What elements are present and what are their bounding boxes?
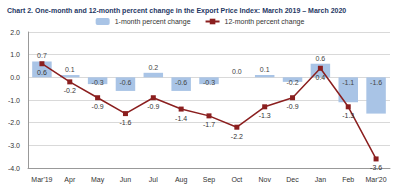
- svg-text:Chart 2. One-month and 12-mont: Chart 2. One-month and 12-month percent …: [7, 7, 346, 15]
- svg-text:May: May: [91, 176, 105, 184]
- svg-text:Jul: Jul: [149, 176, 158, 183]
- svg-text:-3.0: -3.0: [8, 142, 20, 149]
- svg-text:-2.0: -2.0: [8, 119, 20, 126]
- svg-text:-1.4: -1.4: [175, 115, 187, 122]
- svg-text:Mar'19: Mar'19: [31, 176, 52, 183]
- svg-text:0.6: 0.6: [316, 55, 326, 62]
- svg-text:1.0: 1.0: [10, 51, 20, 58]
- svg-text:0.0: 0.0: [232, 68, 242, 75]
- svg-text:Jun: Jun: [120, 176, 131, 183]
- svg-text:-2.2: -2.2: [231, 133, 243, 140]
- svg-text:-0.3: -0.3: [203, 79, 215, 86]
- svg-text:-4.0: -4.0: [8, 165, 20, 172]
- svg-text:Feb: Feb: [342, 176, 354, 183]
- svg-text:Aug: Aug: [175, 176, 188, 184]
- svg-text:Mar'20: Mar'20: [365, 176, 386, 183]
- svg-text:-1.0: -1.0: [8, 97, 20, 104]
- svg-text:-1.1: -1.1: [342, 79, 354, 86]
- svg-text:-1.6: -1.6: [119, 119, 131, 126]
- svg-text:-0.2: -0.2: [64, 87, 76, 94]
- svg-text:0.0: 0.0: [10, 74, 20, 81]
- svg-text:0.7: 0.7: [37, 52, 47, 59]
- svg-text:0.6: 0.6: [37, 69, 47, 76]
- svg-text:-0.6: -0.6: [175, 79, 187, 86]
- svg-text:-1.3: -1.3: [259, 112, 271, 119]
- svg-text:Jan: Jan: [315, 176, 326, 183]
- svg-text:-0.2: -0.2: [287, 79, 299, 86]
- svg-text:1-month percent change: 1-month percent change: [115, 18, 191, 26]
- svg-text:-1.6: -1.6: [370, 79, 382, 86]
- svg-text:-0.3: -0.3: [92, 79, 104, 86]
- svg-text:Oct: Oct: [231, 176, 242, 183]
- svg-text:0.1: 0.1: [65, 66, 75, 73]
- svg-text:12-month percent change: 12-month percent change: [225, 18, 305, 26]
- svg-text:0.4: 0.4: [316, 74, 326, 81]
- svg-text:Sep: Sep: [203, 176, 216, 184]
- svg-text:-0.9: -0.9: [147, 103, 159, 110]
- svg-text:Dec: Dec: [286, 176, 299, 183]
- svg-text:Nov: Nov: [258, 176, 271, 183]
- svg-text:0.1: 0.1: [260, 66, 270, 73]
- svg-text:-3.6: -3.6: [370, 164, 382, 171]
- svg-text:-1.7: -1.7: [203, 121, 215, 128]
- svg-text:-1.3: -1.3: [342, 112, 354, 119]
- svg-text:-0.6: -0.6: [119, 79, 131, 86]
- svg-text:2.0: 2.0: [10, 29, 20, 36]
- svg-text:-0.9: -0.9: [92, 103, 104, 110]
- svg-text:0.2: 0.2: [148, 64, 158, 71]
- svg-text:Apr: Apr: [64, 176, 76, 184]
- svg-text:-0.9: -0.9: [287, 103, 299, 110]
